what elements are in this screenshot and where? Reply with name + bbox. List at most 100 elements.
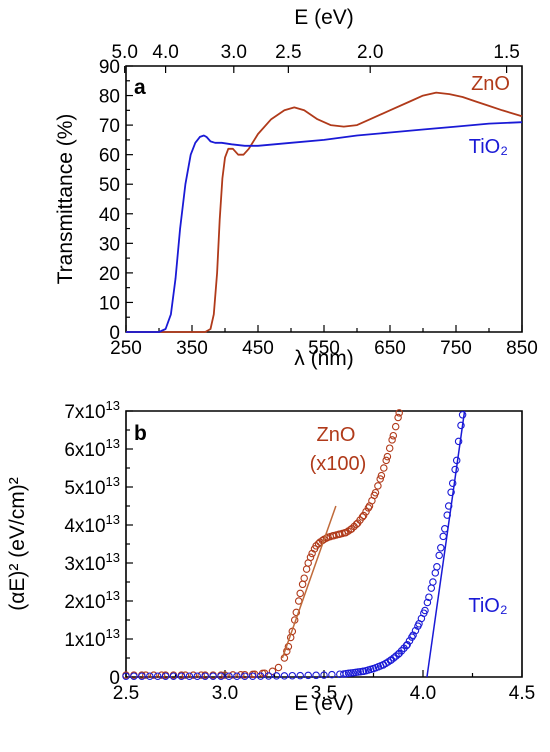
- tio2-point: [177, 672, 186, 680]
- panel-b-xtick-label: 4.5: [509, 683, 535, 704]
- tio2-point: [288, 671, 297, 680]
- panel-b-ylabel: (αE)² (eV/cm)²: [6, 477, 29, 610]
- panel-a-toptick-label: 2.0: [357, 42, 383, 63]
- panel-b-ytick-label: 3x1013: [64, 550, 120, 575]
- tio2-point: [433, 563, 441, 571]
- tio2-point: [320, 671, 328, 679]
- panel-b-xtick-label: 4.0: [410, 683, 436, 704]
- tio2-point: [201, 672, 209, 680]
- zno-point: [237, 671, 245, 679]
- zno-point: [358, 513, 367, 521]
- zno-point: [377, 471, 386, 480]
- panel-a-xtick-label: 650: [374, 338, 406, 359]
- tio2-point: [138, 672, 146, 680]
- panel-b-ticks: 2.5 3.0 3.5 4.0 4.5 0 1x1013 2x1013 3x1013 4x1013…: [64, 398, 535, 704]
- tio2-tauc-fit-line: [426, 410, 466, 678]
- zno-point: [371, 488, 380, 497]
- zno-point: [302, 565, 311, 573]
- zno-point: [395, 409, 403, 417]
- zno-point: [142, 671, 150, 679]
- panel-a-xtick-label: 750: [440, 338, 472, 359]
- panel-b-ytick-label: 1x1013: [64, 626, 120, 651]
- panel-a-top-xlabel: E (eV): [294, 6, 354, 29]
- panel-a-ytick-label: 30: [99, 234, 120, 255]
- tio2-point: [439, 532, 447, 541]
- panel-b-xtick-label: 2.5: [113, 683, 139, 704]
- zno-point: [359, 511, 368, 520]
- panel-b-frame: [125, 410, 523, 678]
- tio2-point: [233, 672, 241, 680]
- tio2-point: [429, 578, 437, 586]
- tio2-point: [161, 672, 170, 680]
- panel-a-ytick-label: 20: [99, 264, 120, 285]
- tio2-point: [146, 672, 154, 680]
- tio2-point: [411, 626, 420, 635]
- tio2-point: [387, 656, 396, 664]
- zno-point: [382, 456, 390, 465]
- panel-b-ytick-label: 4x1013: [64, 512, 120, 537]
- zno-point: [181, 671, 190, 679]
- zno-point: [394, 413, 402, 422]
- zno-point: [391, 422, 400, 431]
- panel-a-ytick-label: 40: [99, 205, 120, 226]
- tio2-point: [193, 672, 202, 680]
- tio2-point: [431, 569, 440, 577]
- tio2-point: [389, 654, 398, 662]
- zno-point: [229, 671, 237, 679]
- panel-a-toptick-label: 4.0: [152, 42, 178, 63]
- tio2-point: [225, 672, 233, 680]
- panel-a-ytick-label: 50: [99, 175, 120, 196]
- zno-point: [268, 667, 277, 676]
- panel-a-ytick-label: 60: [99, 146, 120, 167]
- tio2-point: [304, 671, 312, 680]
- tio2-point: [312, 671, 320, 680]
- tio2-point: [356, 667, 365, 676]
- tio2-point: [217, 672, 225, 680]
- zno-point: [389, 431, 398, 440]
- panel-a-toptick-label: 3.0: [221, 42, 247, 63]
- panel-b-xtick-label: 3.5: [311, 683, 337, 704]
- zno-point: [296, 589, 304, 598]
- panel-b-ytick-label: 5x1013: [64, 474, 120, 499]
- zno-point: [284, 642, 293, 651]
- tio2-point: [342, 669, 350, 678]
- tio2-point: [425, 593, 433, 601]
- zno-point: [197, 671, 205, 679]
- zno-point: [376, 475, 384, 483]
- zno-point: [388, 436, 396, 444]
- tio2-point: [256, 672, 265, 680]
- panel-b-ytick-label: 0: [109, 668, 120, 689]
- zno-point: [298, 580, 307, 589]
- tio2-point: [130, 672, 138, 680]
- panel-b-ytick-label: 2x1013: [64, 588, 120, 613]
- tio2-b-series-label: TiO₂: [468, 595, 507, 617]
- zno-point: [274, 663, 283, 672]
- tio2-series-label: TiO₂: [469, 136, 508, 158]
- tio2-point: [347, 669, 355, 677]
- tio2-point: [185, 672, 194, 680]
- tio2-point: [328, 670, 336, 679]
- zno-transmittance-line: [126, 91, 523, 333]
- zno-series-label: ZnO: [471, 73, 510, 95]
- panel-a-letter: a: [134, 76, 146, 99]
- panel-b: 2.5 3.0 3.5 4.0 4.5 0 1x1013 2x1013 3x1013 4x1013…: [6, 398, 535, 715]
- tio2-point: [408, 633, 416, 641]
- panel-a-ylabel: Transmittance (%): [54, 114, 77, 285]
- panel-b-series: [122, 409, 467, 680]
- tio2-point: [447, 488, 455, 497]
- tio2-point: [458, 411, 467, 419]
- tio2-point: [349, 668, 358, 677]
- tio2-point: [435, 551, 443, 560]
- panel-b-ytick-label: 7x1013: [64, 398, 120, 423]
- panel-a-ytick-label: 70: [99, 116, 120, 137]
- tio2-point: [403, 640, 411, 649]
- panel-a-ytick-label: 10: [99, 293, 120, 314]
- tio2-point: [427, 584, 436, 592]
- panel-b-xlabel: E (eV): [294, 692, 354, 715]
- panel-a-ytick-label: 90: [99, 57, 120, 78]
- zno-point: [292, 608, 301, 617]
- zno-point: [157, 671, 166, 679]
- zno-point: [362, 507, 370, 516]
- zno-x100-label-line1: ZnO: [317, 424, 356, 446]
